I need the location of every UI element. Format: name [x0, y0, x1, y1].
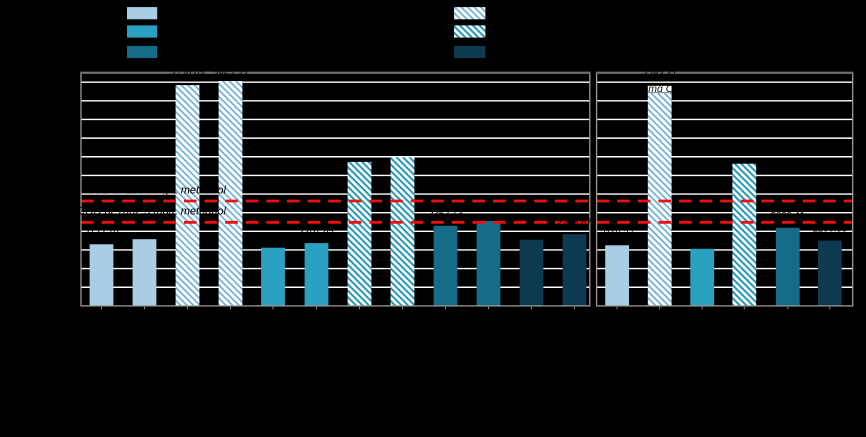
- svg-text:Effluent COD (methanol): Effluent COD (methanol): [490, 27, 599, 38]
- svg-text:Effluent COD: Effluent COD: [162, 27, 221, 38]
- svg-text:2201.85: 2201.85: [299, 226, 333, 237]
- svg-text:3283.41: 3283.41: [643, 69, 677, 80]
- svg-text:2175.67: 2175.67: [514, 223, 548, 234]
- svg-text:mg COD/L: mg COD/L: [648, 83, 698, 95]
- svg-text:Influent COD (methanol): Influent COD (methanol): [490, 9, 598, 20]
- svg-text:3729.03: 3729.03: [170, 69, 204, 80]
- svg-text:2290.55: 2290.55: [813, 223, 847, 234]
- svg-text:2263.94: 2263.94: [127, 222, 161, 233]
- svg-text:COD removal (methanol): COD removal (methanol): [490, 48, 601, 59]
- svg-text:2245.87: 2245.87: [557, 217, 591, 228]
- svg-text:COD removal: COD removal: [299, 44, 372, 58]
- svg-text:2623.41: 2623.41: [771, 211, 805, 222]
- svg-text:3863.33: 3863.33: [213, 69, 247, 80]
- svg-text:2110.37: 2110.37: [600, 228, 634, 239]
- svg-text:2089.61: 2089.61: [256, 231, 290, 242]
- svg-text:3113.05: 3113.05: [343, 145, 377, 156]
- svg-text:3171.54: 3171.54: [385, 140, 419, 151]
- svg-text:COD of 1062.5 mg/L methanol: COD of 1062.5 mg/L methanol: [77, 206, 227, 218]
- svg-text:3064.48: 3064.48: [727, 147, 761, 158]
- svg-text:Influent COD: Influent COD: [162, 9, 220, 20]
- svg-text:2352.13: 2352.13: [428, 209, 462, 220]
- svg-text:2065.70: 2065.70: [685, 232, 719, 243]
- svg-text:COD removal: COD removal: [162, 48, 223, 59]
- svg-text:2412.57: 2412.57: [471, 204, 505, 215]
- svg-text:COD of 2000 mg/L methanol: COD of 2000 mg/L methanol: [86, 185, 226, 197]
- svg-text:2122.10: 2122.10: [84, 227, 118, 238]
